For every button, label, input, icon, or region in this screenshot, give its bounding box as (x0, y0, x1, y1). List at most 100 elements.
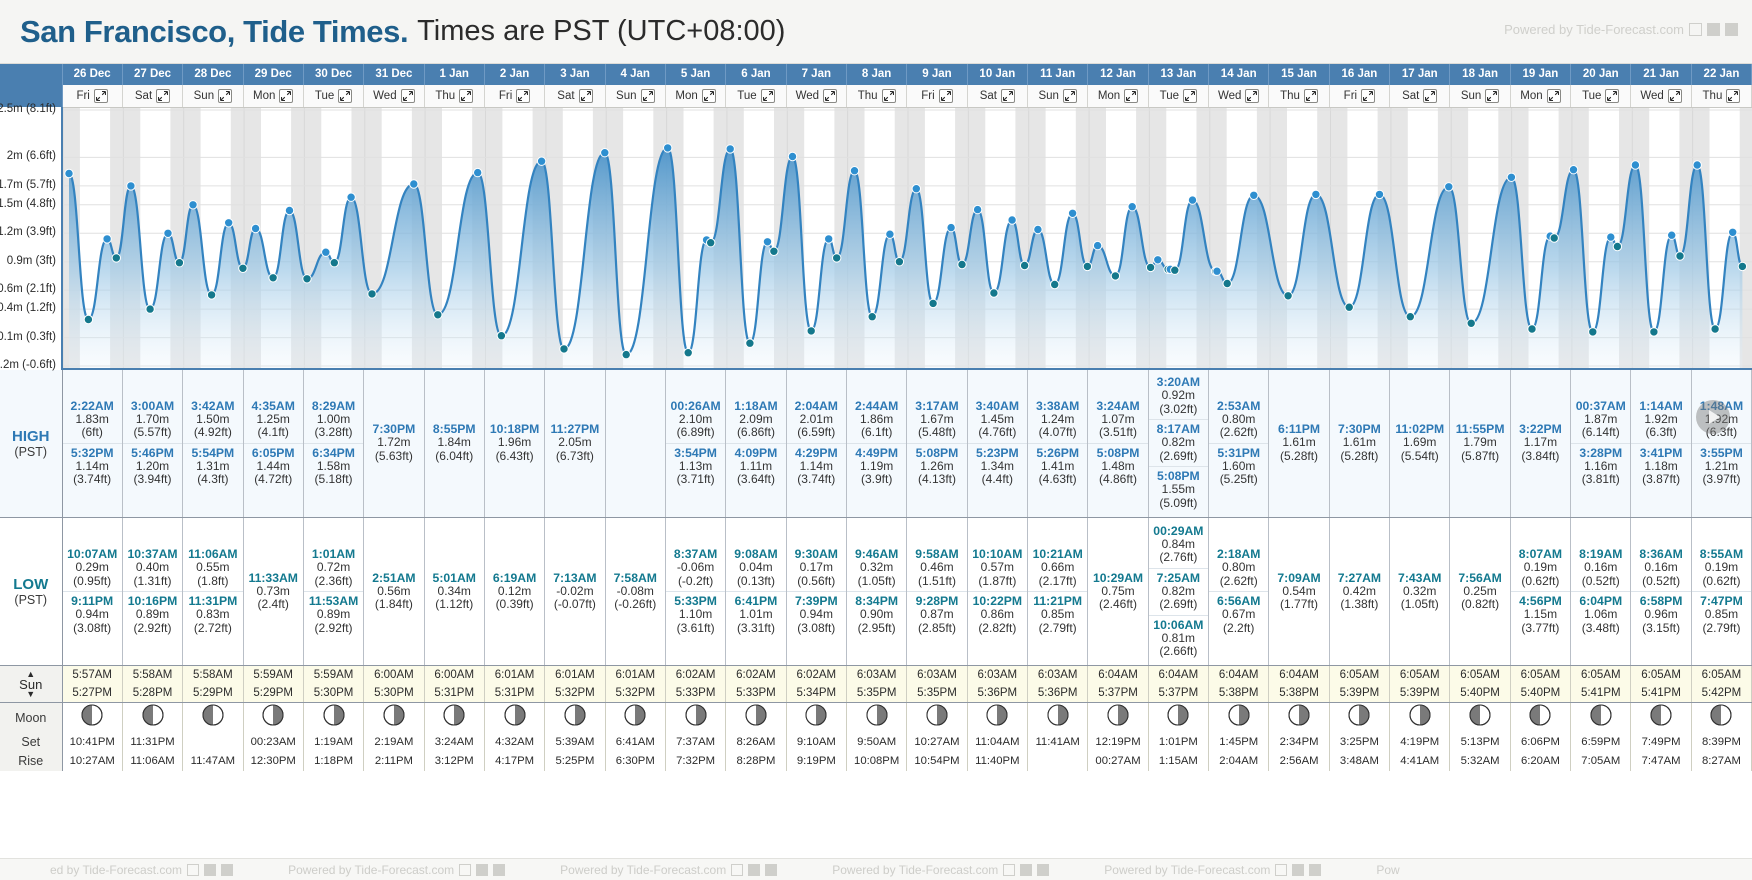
expand-icon[interactable] (938, 88, 953, 103)
high-tide-time: 6:11PM (1278, 422, 1321, 437)
low-tide-meters: 0.12m (497, 583, 532, 598)
moon-phase-cell-12 (786, 702, 847, 733)
high-tide-cell-21: 7:30PM 1.61m (5.28ft) (1329, 369, 1391, 518)
high-tide-cell-11: 1:18AM 2.09m (6.86ft) 4:09PM 1.11m (3.64ft) (725, 369, 787, 518)
expand-icon[interactable] (578, 88, 593, 103)
weekday-label-25: Tue (1582, 89, 1602, 102)
date-header-15[interactable]: 10 Jan (967, 64, 1029, 85)
date-header-23[interactable]: 18 Jan (1449, 64, 1511, 85)
moon-rise-row: Rise 10:27AM 11:06AM 11:47AM 12:30PM 1:18PM 2… (0, 751, 1752, 771)
weekday-cell-20: Thu (1268, 85, 1330, 108)
low-tide-feet: (0.56ft) (797, 573, 836, 588)
expand-icon[interactable] (93, 88, 108, 103)
sunset-time-7: 5:31PM (494, 687, 535, 699)
high-tide-feet: (5.28ft) (1280, 448, 1319, 463)
moon-phase-icon (1650, 704, 1672, 730)
expand-icon[interactable] (279, 88, 294, 103)
date-header-3[interactable]: 29 Dec (243, 64, 304, 85)
moon-phase-cell-3 (243, 702, 304, 733)
low-tide-cell-23: 7:56AM 0.25m (0.82ft) (1449, 517, 1511, 666)
weekday-cell-27: Thu (1691, 85, 1752, 108)
expand-icon[interactable] (1361, 88, 1376, 103)
date-header-8[interactable]: 3 Jan (544, 64, 606, 85)
expand-icon[interactable] (1183, 88, 1198, 103)
low-tide-meters: 0.94m (75, 607, 109, 621)
low-tide-feet: (2.62ft) (1219, 573, 1258, 588)
date-header-7[interactable]: 2 Jan (484, 64, 546, 85)
date-header-12[interactable]: 7 Jan (786, 64, 847, 85)
expand-icon[interactable] (400, 88, 415, 103)
low-tide-feet: (-0.26ft) (614, 597, 657, 611)
date-header-16[interactable]: 11 Jan (1027, 64, 1089, 85)
high-tide-time: 3:00AM (130, 398, 175, 413)
expand-icon[interactable] (1423, 88, 1438, 103)
expand-icon[interactable] (218, 88, 233, 103)
date-header-22[interactable]: 17 Jan (1389, 64, 1451, 85)
expand-icon[interactable] (881, 88, 896, 103)
high-tide-event-14-0: 3:17AM 1.67m (5.48ft) (907, 397, 966, 443)
expand-icon[interactable] (1667, 88, 1682, 103)
sunrise-time-9: 6:01AM (615, 669, 656, 681)
date-header-20[interactable]: 15 Jan (1268, 64, 1330, 85)
high-tide-feet: (3.71ft) (676, 472, 715, 487)
high-tide-meters: 0.92m (1161, 388, 1196, 403)
date-header-19[interactable]: 14 Jan (1208, 64, 1270, 85)
expand-icon[interactable] (701, 88, 716, 103)
play-button[interactable] (1696, 400, 1730, 434)
expand-icon[interactable] (156, 88, 171, 103)
moon-phase-icon (81, 704, 103, 730)
low-tide-time: 6:56AM (1217, 594, 1261, 608)
low-tide-feet: (1.12ft) (435, 597, 474, 611)
expand-icon[interactable] (1124, 88, 1139, 103)
date-header-9[interactable]: 4 Jan (605, 64, 666, 85)
date-header-26[interactable]: 21 Jan (1630, 64, 1692, 85)
high-tide-meters: 1.55m (1161, 482, 1196, 497)
date-header-18[interactable]: 13 Jan (1148, 64, 1210, 85)
high-tide-meters: 1.86m (859, 411, 894, 426)
expand-icon[interactable] (1485, 88, 1500, 103)
high-tide-feet: (3.74ft) (797, 472, 836, 487)
expand-icon[interactable] (1605, 88, 1620, 103)
expand-icon[interactable] (823, 88, 838, 103)
low-tide-feet: (2.36ft) (314, 573, 353, 588)
expand-icon[interactable] (1245, 88, 1260, 103)
date-header-1[interactable]: 27 Dec (122, 64, 184, 85)
date-header-13[interactable]: 8 Jan (846, 64, 908, 85)
date-header-14[interactable]: 9 Jan (906, 64, 968, 85)
date-header-11[interactable]: 6 Jan (725, 64, 787, 85)
expand-icon[interactable] (338, 88, 353, 103)
date-header-25[interactable]: 20 Jan (1570, 64, 1632, 85)
moon-rise-cell-17: 00:27AM (1087, 751, 1149, 771)
footer-watermark-5: Pow (1376, 863, 1399, 877)
low-tide-event-7-0: 6:19AM 0.12m (0.39ft) (485, 569, 544, 615)
low-tide-event-0-0: 10:07AM 0.29m (0.95ft) (63, 545, 122, 591)
date-header-2[interactable]: 28 Dec (182, 64, 244, 85)
expand-icon[interactable] (640, 88, 655, 103)
expand-icon[interactable] (1000, 88, 1015, 103)
expand-icon[interactable] (459, 88, 474, 103)
date-header-24[interactable]: 19 Jan (1510, 64, 1572, 85)
moon-rise-cell-0: 10:27AM (62, 751, 123, 771)
date-header-21[interactable]: 16 Jan (1329, 64, 1391, 85)
date-header-10[interactable]: 5 Jan (665, 64, 727, 85)
date-header-4[interactable]: 30 Dec (303, 64, 365, 85)
date-header-27[interactable]: 22 Jan (1691, 64, 1752, 85)
sun-cell-22: 6:05AM 5:39PM (1389, 665, 1451, 703)
expand-icon[interactable] (1546, 88, 1561, 103)
expand-icon[interactable] (1062, 88, 1077, 103)
expand-icon[interactable] (516, 88, 531, 103)
sunrise-time-11: 6:02AM (736, 669, 776, 681)
low-tide-feet: (-0.07ft) (553, 597, 596, 611)
date-header-17[interactable]: 12 Jan (1087, 64, 1149, 85)
high-tide-time: 3:54PM (674, 445, 717, 460)
date-header-0[interactable]: 26 Dec (62, 64, 123, 85)
low-tide-feet: (3.08ft) (73, 620, 112, 635)
tide-curve-chart[interactable] (62, 107, 1752, 370)
high-tide-event-19-0: 2:53AM 0.80m (2.62ft) (1209, 397, 1268, 443)
date-header-6[interactable]: 1 Jan (424, 64, 485, 85)
date-header-5[interactable]: 31 Dec (363, 64, 425, 85)
expand-icon[interactable] (1303, 88, 1318, 103)
expand-icon[interactable] (760, 88, 775, 103)
low-tide-time: 8:07AM (1518, 547, 1563, 561)
expand-icon[interactable] (1726, 88, 1741, 103)
